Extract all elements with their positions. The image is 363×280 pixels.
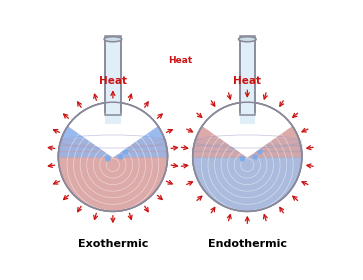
Bar xyxy=(240,110,255,124)
Circle shape xyxy=(241,137,245,141)
FancyBboxPatch shape xyxy=(59,145,167,151)
Text: Exothermic: Exothermic xyxy=(78,239,148,249)
Circle shape xyxy=(238,127,242,131)
Circle shape xyxy=(126,133,130,137)
Bar xyxy=(240,36,255,115)
Text: Heat: Heat xyxy=(168,56,193,65)
Circle shape xyxy=(124,150,128,154)
Circle shape xyxy=(106,157,110,161)
Circle shape xyxy=(258,150,262,154)
Circle shape xyxy=(101,135,105,139)
Circle shape xyxy=(104,127,108,131)
Text: Endothermic: Endothermic xyxy=(208,239,287,249)
FancyBboxPatch shape xyxy=(60,139,166,145)
Circle shape xyxy=(122,140,126,144)
Wedge shape xyxy=(69,103,157,157)
Ellipse shape xyxy=(238,37,256,42)
Circle shape xyxy=(249,147,253,151)
Circle shape xyxy=(256,140,260,144)
Circle shape xyxy=(240,157,244,161)
Circle shape xyxy=(96,140,100,144)
Circle shape xyxy=(232,145,237,149)
Circle shape xyxy=(253,155,257,159)
Circle shape xyxy=(193,102,302,211)
Circle shape xyxy=(117,125,121,129)
Circle shape xyxy=(111,133,115,137)
Circle shape xyxy=(245,133,249,137)
Circle shape xyxy=(58,102,167,211)
Text: Heat: Heat xyxy=(233,76,261,87)
Circle shape xyxy=(119,155,123,159)
FancyBboxPatch shape xyxy=(194,139,301,145)
Text: Heat: Heat xyxy=(99,76,127,87)
Wedge shape xyxy=(203,103,291,157)
Bar xyxy=(105,110,121,124)
Bar xyxy=(105,36,121,115)
Circle shape xyxy=(260,133,264,137)
Circle shape xyxy=(107,137,111,141)
FancyBboxPatch shape xyxy=(193,151,302,157)
Wedge shape xyxy=(58,102,167,157)
Circle shape xyxy=(251,125,255,129)
Circle shape xyxy=(98,145,102,149)
Circle shape xyxy=(235,135,240,139)
Circle shape xyxy=(231,140,234,144)
Circle shape xyxy=(115,147,119,151)
Ellipse shape xyxy=(104,37,122,42)
FancyBboxPatch shape xyxy=(193,145,302,151)
FancyBboxPatch shape xyxy=(58,151,167,157)
Wedge shape xyxy=(193,102,302,157)
